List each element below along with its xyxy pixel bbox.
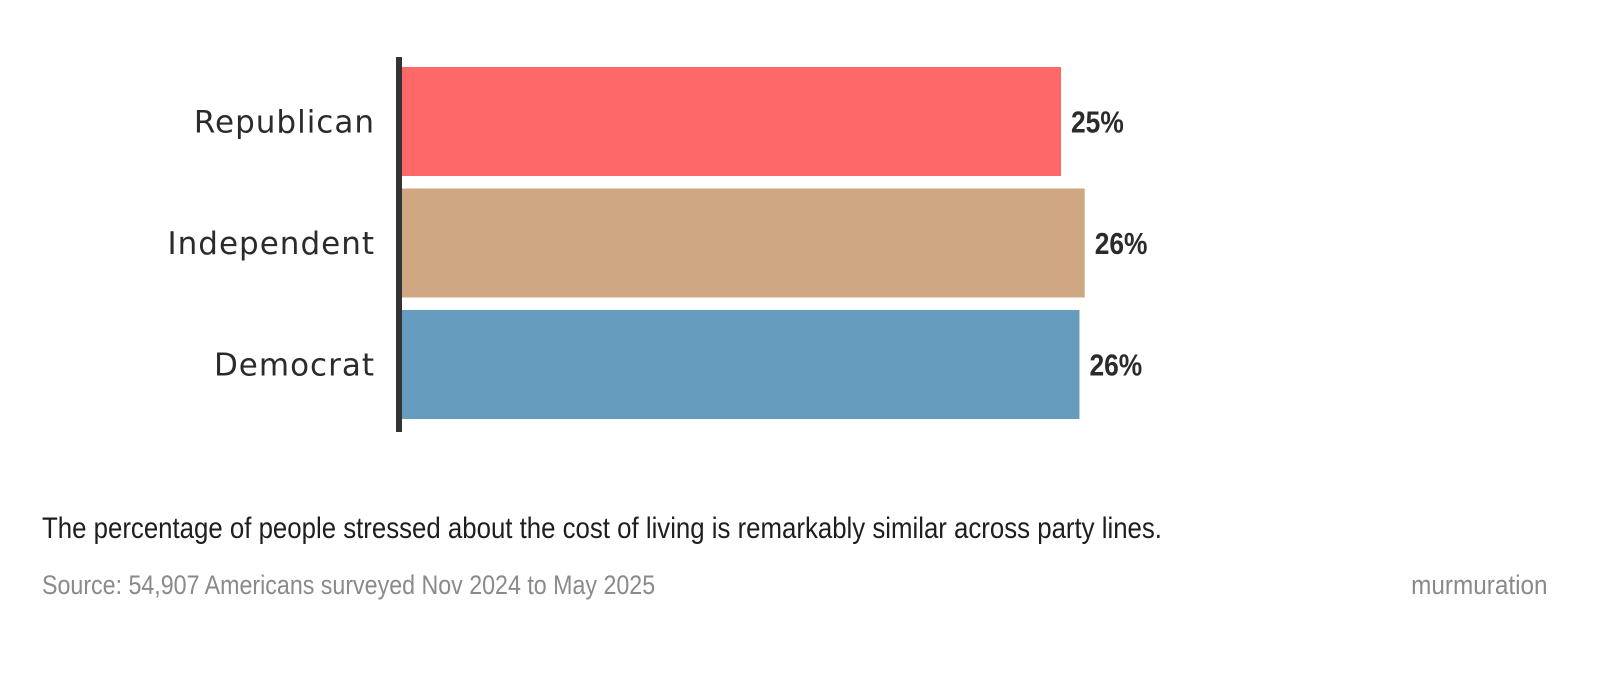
value-label-independent: 26%: [1095, 227, 1148, 261]
category-label-republican: Republican: [194, 105, 375, 141]
bar-chart: Republican 25% Independent 26% Democrat 26%: [168, 57, 1148, 432]
bars-layer: Republican 25% Independent 26% Democrat 26%: [168, 67, 1148, 419]
chart-caption: The percentage of people stressed about …: [42, 512, 1162, 545]
value-label-republican: 25%: [1071, 106, 1124, 140]
value-label-democrat: 26%: [1089, 349, 1142, 383]
bar-democrat: [400, 310, 1080, 419]
source-note: Source: 54,907 Americans surveyed Nov 20…: [42, 570, 656, 600]
category-label-independent: Independent: [168, 226, 376, 262]
bar-republican: [400, 67, 1062, 176]
y-axis-line: [396, 57, 402, 432]
bar-independent: [400, 188, 1085, 298]
brand-logo-text: murmuration: [1411, 570, 1548, 600]
category-label-democrat: Democrat: [214, 348, 375, 384]
